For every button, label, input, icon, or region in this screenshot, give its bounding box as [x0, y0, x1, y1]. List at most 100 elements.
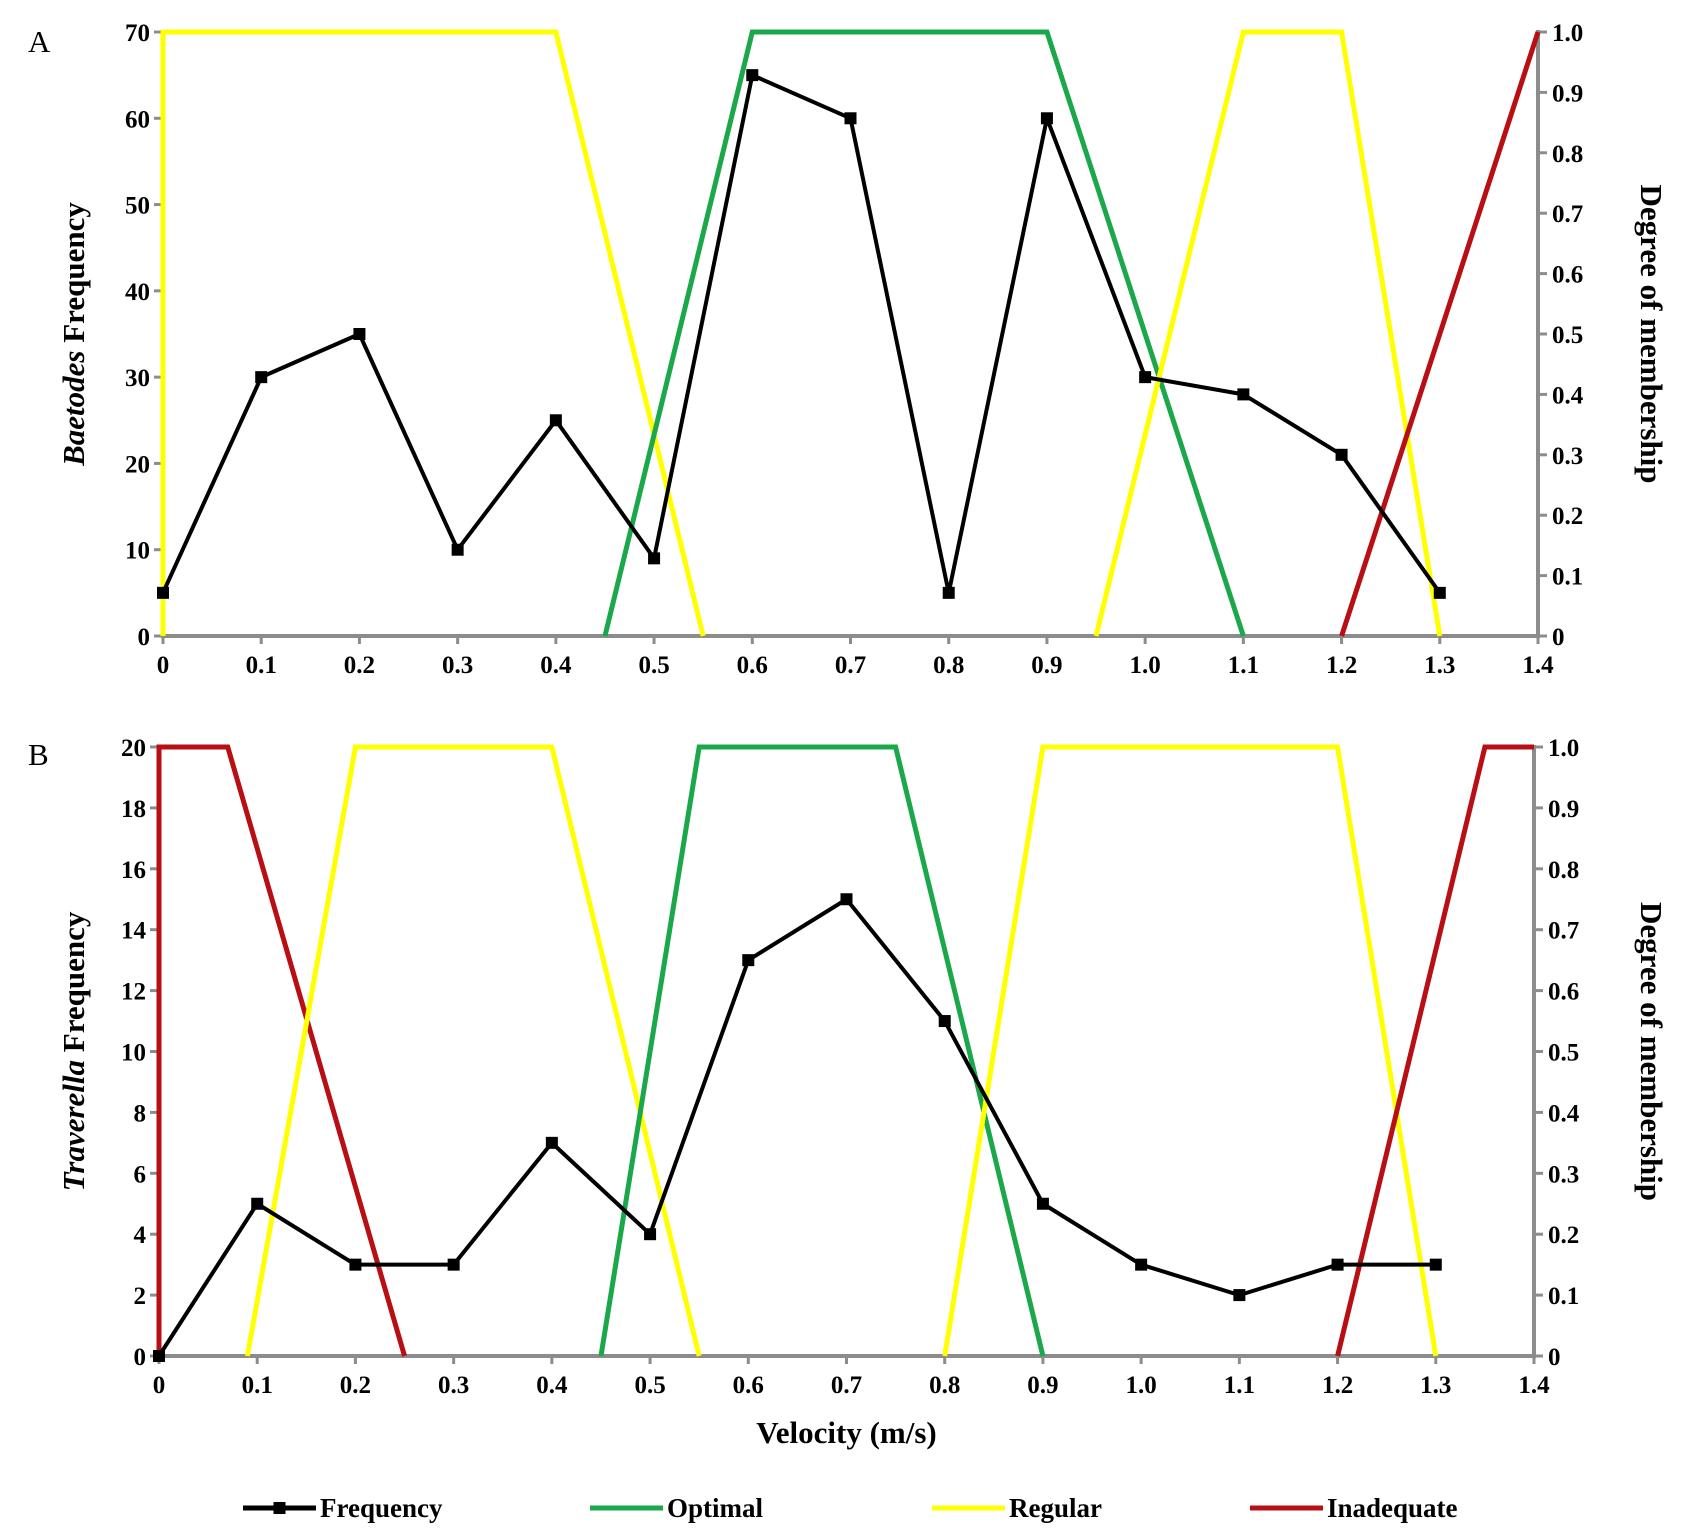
frequency-point [153, 1350, 165, 1362]
panel-b: B 0 0.1 0.2 0.3 0.4 0.5 0.6 0.7 0.8 0.9 1.0 1.1 1.2 1.… [28, 735, 1669, 1450]
y2-tick-label: 0.6 [1548, 979, 1579, 1006]
y2-tick-label: 0.4 [1552, 382, 1584, 409]
x-tick-label: 1.4 [1522, 652, 1554, 679]
frequency-point [1429, 1258, 1442, 1271]
x-tick-label: 0.8 [929, 1372, 960, 1399]
frequency-point [451, 543, 464, 556]
y-tick-label: 0 [134, 1344, 147, 1371]
panel-label: B [28, 737, 49, 772]
y-tick-label: 0 [138, 624, 151, 651]
x-tick-label: 0.4 [536, 1372, 568, 1399]
legend-marker-frequency [273, 1502, 286, 1514]
frequency-point [1331, 1258, 1344, 1271]
legend-label-frequency: Frequency [320, 1493, 443, 1523]
legend-label-optimal: Optimal [667, 1493, 764, 1523]
y-tick-label: 30 [125, 365, 150, 392]
frequency-point [942, 586, 955, 599]
y-axis-title-genus: Baetodes [56, 351, 91, 467]
y2-tick-label: 0.3 [1552, 443, 1583, 470]
y-tick-label: 60 [125, 106, 150, 133]
y-tick-label: 16 [121, 857, 146, 884]
x-tick-label: 1.2 [1326, 652, 1357, 679]
y2-axis-title: Degree of membership [1634, 902, 1669, 1201]
x-axis-title: Velocity (m/s) [756, 1415, 937, 1450]
frequency-point [251, 1197, 264, 1210]
x-tick-label: 1.0 [1130, 652, 1161, 679]
panel-label: A [28, 24, 51, 59]
y-tick-label: 50 [125, 193, 150, 220]
membership-line-inadequate [1339, 31, 1541, 637]
frequency-point [840, 893, 853, 906]
frequency-point [1036, 1197, 1049, 1210]
y2-tick-label: 0.9 [1552, 80, 1583, 107]
frequency-point [1237, 388, 1250, 401]
frequency-line [161, 73, 1442, 595]
x-tick-label: 1.4 [1518, 1372, 1550, 1399]
frequency-point [938, 1015, 951, 1028]
y2-tick-label: 0.1 [1548, 1283, 1579, 1310]
x-tick-label: 0.2 [344, 652, 375, 679]
x-tick-label: 0.6 [737, 652, 768, 679]
x-tick-label: 0.9 [1027, 1372, 1058, 1399]
membership-line-inadequate [1335, 744, 1534, 1357]
frequency-point [353, 328, 366, 340]
frequency-point [1139, 371, 1152, 384]
frequency-point [1233, 1289, 1246, 1302]
frequency-point [648, 552, 661, 565]
y-tick-label: 6 [134, 1161, 147, 1188]
frequency-point [742, 954, 755, 967]
y2-tick-label: 0.2 [1552, 503, 1583, 530]
y2-tick-label: 0.7 [1552, 201, 1583, 228]
membership-line-regular [244, 744, 702, 1357]
y2-tick-label: 0.8 [1548, 857, 1579, 884]
frequency-point [447, 1258, 460, 1271]
membership-line-inadequate [156, 744, 407, 1357]
y2-tick-label: 0.8 [1552, 141, 1583, 168]
x-tick-label: 0.5 [634, 1372, 665, 1399]
frequency-point [1433, 586, 1446, 599]
y-tick-label: 20 [121, 735, 146, 762]
frequency-point [255, 371, 268, 384]
y2-tick-label: 0.6 [1552, 262, 1583, 289]
membership-line-regular [1093, 29, 1443, 637]
x-tick-label: 1.3 [1420, 1372, 1451, 1399]
y2-tick-label: 0.3 [1548, 1161, 1579, 1188]
y2-tick-label: 0 [1548, 1344, 1561, 1371]
y-axis-title: Baetodes Frequency [56, 202, 91, 467]
x-tick-label: 0.3 [438, 1372, 469, 1399]
membership-line-optimal [602, 29, 1246, 637]
y2-tick-label: 0.2 [1548, 1222, 1579, 1249]
y2-tick-label: 1.0 [1552, 20, 1583, 47]
y-tick-label: 20 [125, 451, 150, 478]
x-tick-label: 0.2 [340, 1372, 371, 1399]
x-tick-label: 1.1 [1224, 1372, 1255, 1399]
frequency-point [1040, 112, 1053, 125]
x-tick-label: 0.7 [835, 652, 866, 679]
x-tick-label: 0 [157, 652, 170, 679]
x-tick-label: 0.8 [933, 652, 964, 679]
y-axis-title-genus: Traverella [56, 1060, 91, 1191]
membership-line-regular [942, 744, 1439, 1357]
frequency-point [644, 1228, 657, 1241]
y2-tick-label: 0 [1552, 624, 1565, 651]
frequency-point [549, 414, 562, 427]
x-tick-label: 1.2 [1322, 1372, 1353, 1399]
frequency-point [1335, 448, 1348, 461]
y-tick-label: 70 [125, 20, 150, 47]
y2-tick-label: 0.4 [1548, 1100, 1580, 1127]
y-tick-label: 18 [121, 796, 146, 823]
membership-line-regular [160, 29, 706, 637]
frequency-point [349, 1258, 362, 1271]
frequency-point [1135, 1258, 1148, 1271]
y2-tick-label: 0.9 [1548, 796, 1579, 823]
y-tick-label: 2 [134, 1283, 147, 1310]
frequency-point [545, 1136, 558, 1149]
y2-tick-label: 0.5 [1552, 322, 1583, 349]
y2-tick-label: 0.1 [1552, 564, 1583, 591]
x-tick-label: 0.9 [1031, 652, 1062, 679]
x-tick-label: 0.3 [442, 652, 473, 679]
y-tick-label: 10 [121, 1040, 146, 1067]
y-axis-title-rest: Frequency [56, 202, 91, 351]
x-tick-label: 0.1 [242, 1372, 273, 1399]
